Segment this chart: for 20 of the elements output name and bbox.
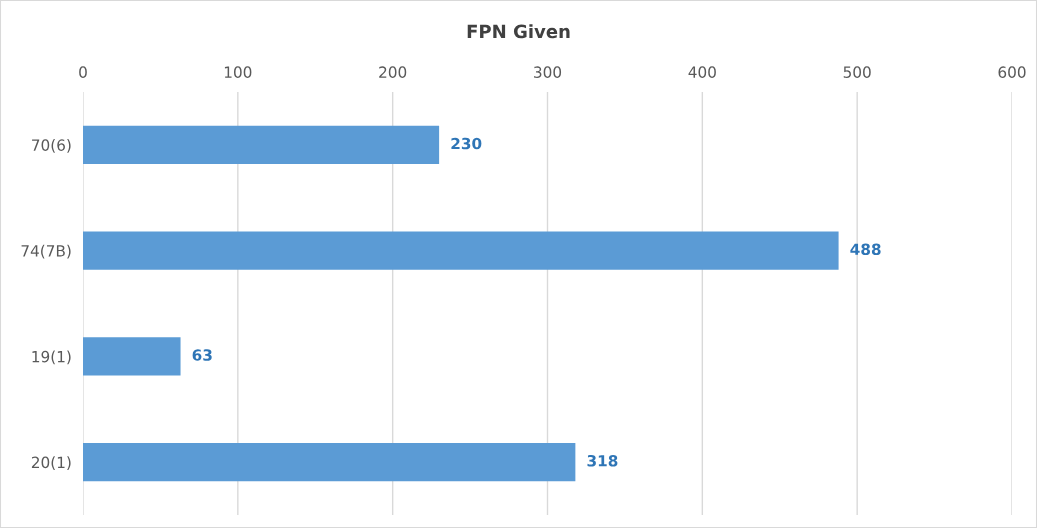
bar <box>83 337 181 376</box>
x-tick-label: 400 <box>688 66 716 78</box>
x-tick-label: 0 <box>79 66 87 78</box>
x-tick-label: 100 <box>224 66 252 78</box>
x-tick-label: 600 <box>998 66 1026 78</box>
y-tick-label: 74(7B) <box>21 244 71 259</box>
data-label: 230 <box>451 137 482 150</box>
x-tick-label: 500 <box>843 66 871 78</box>
y-tick-label: 20(1) <box>31 456 71 470</box>
bar <box>83 231 839 270</box>
y-tick-label: 70(6) <box>32 139 71 153</box>
y-tick-label: 19(1) <box>32 350 71 365</box>
data-label: 318 <box>587 455 618 467</box>
x-tick-label: 300 <box>534 66 562 78</box>
data-label: 488 <box>850 243 881 256</box>
x-tick-label: 200 <box>379 66 407 78</box>
data-label: 63 <box>192 349 212 361</box>
bar <box>83 443 576 482</box>
chart-title: FPN Given <box>467 24 570 39</box>
bar <box>83 125 440 164</box>
